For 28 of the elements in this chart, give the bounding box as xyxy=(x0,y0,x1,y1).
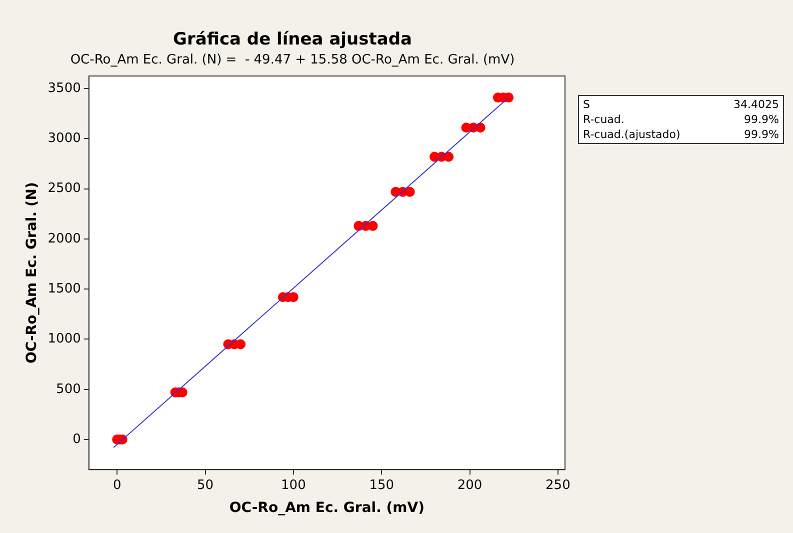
y-tick-label: 3000 xyxy=(48,131,81,146)
point xyxy=(404,186,415,197)
y-tick-label: 0 xyxy=(72,432,81,447)
text: R-cuad.(ajustado) xyxy=(583,128,682,141)
y-tick-label: 1000 xyxy=(48,332,81,347)
chart-subtitle: OC-Ro_Am Ec. Gral. (N) = - 49.47 + 15.58 OC-Ro_Am Ec. Gral. (mV) xyxy=(70,52,515,68)
point xyxy=(368,220,378,231)
y-tick-label: 3500 xyxy=(48,80,81,96)
text: R-cuad. xyxy=(583,113,626,126)
y-tick-label: 2000 xyxy=(48,231,81,246)
point xyxy=(475,122,486,133)
x-tick-label: 250 xyxy=(546,478,570,493)
x-tick-label: 150 xyxy=(369,478,394,493)
point xyxy=(444,152,454,162)
x-tick-label: 100 xyxy=(281,478,306,493)
x-tick-label: 200 xyxy=(457,478,482,493)
x-tick-label: 0 xyxy=(112,478,122,493)
y-axis-title: OC-Ro_Am Ec. Gral. (N) xyxy=(24,182,40,364)
text: 99.9% xyxy=(743,113,779,126)
y-tick-label: 2500 xyxy=(48,181,81,196)
text: S xyxy=(583,98,591,111)
y-tick-label: 1500 xyxy=(48,281,81,296)
text: 34.4025 xyxy=(734,98,779,111)
x-axis-title: OC-Ro_Am Ec. Gral. (mV) xyxy=(229,500,425,516)
chart-title: Gráfica de línea ajustada xyxy=(173,30,412,50)
x-tick-label: 50 xyxy=(196,478,214,493)
y-tick-label: 500 xyxy=(56,382,81,397)
text: 99.9% xyxy=(743,128,779,141)
